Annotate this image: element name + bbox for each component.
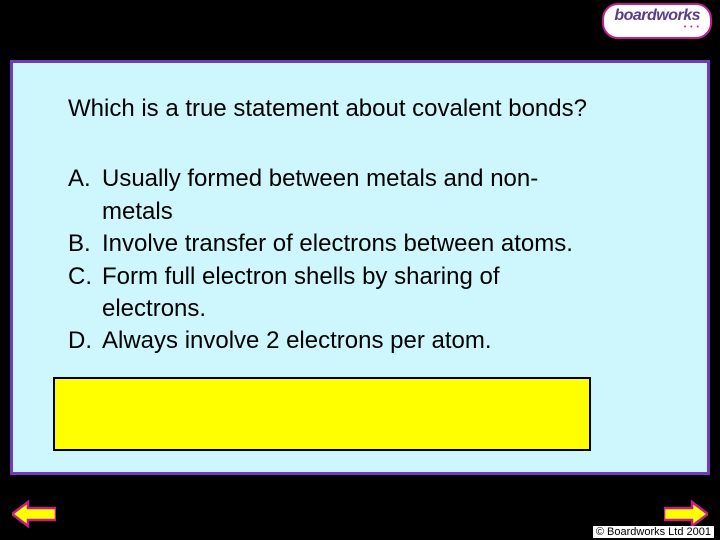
option-text: Form full electron shells by sharing of [102,261,657,293]
option-text-cont: electrons. [102,293,657,325]
question-text: Which is a true statement about covalent… [68,93,657,125]
copyright-text: © Boardworks Ltd 2001 [593,526,714,538]
option-letter: B. [68,228,102,260]
next-button[interactable] [664,500,708,528]
option-letter: C. [68,261,102,293]
options-block: A. Usually formed between metals and non… [68,163,657,357]
option-c[interactable]: C. Form full electron shells by sharing … [68,261,657,293]
option-letter: A. [68,163,102,195]
logo-brand: boardworks [614,7,700,25]
prev-button[interactable] [12,500,56,528]
option-text: Usually formed between metals and non- [102,163,657,195]
boardworks-logo: boardworks • • • [602,3,712,39]
arrow-left-icon [12,500,56,528]
option-text: Always involve 2 electrons per atom. [102,325,657,357]
option-d[interactable]: D. Always involve 2 electrons per atom. [68,325,657,357]
option-letter: D. [68,325,102,357]
option-text-cont: metals [102,196,657,228]
options-inner: A. Usually formed between metals and non… [68,163,657,357]
highlight-box [53,377,591,451]
option-a[interactable]: A. Usually formed between metals and non… [68,163,657,195]
logo-dots: • • • [614,24,700,31]
arrow-right-icon [664,500,708,528]
option-text: Involve transfer of electrons between at… [102,228,657,260]
question-card: Which is a true statement about covalent… [10,60,710,475]
option-b[interactable]: B. Involve transfer of electrons between… [68,228,657,260]
